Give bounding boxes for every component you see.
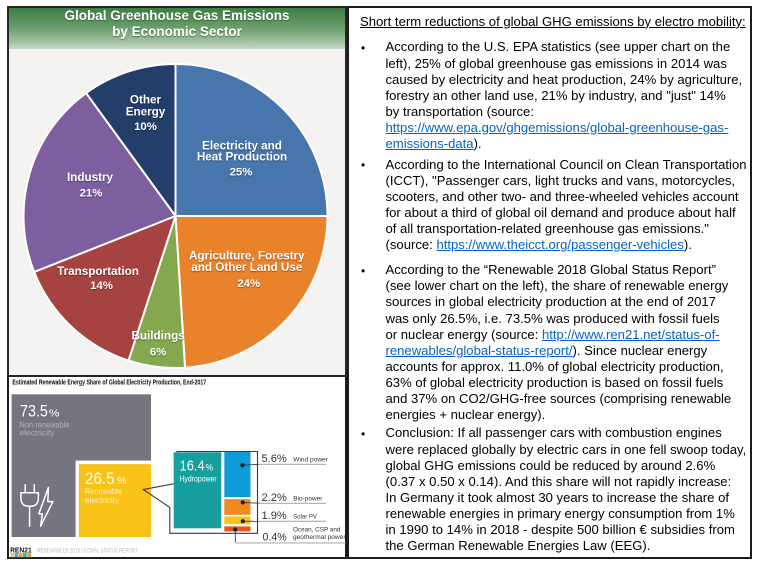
svg-text:electricity: electricity [20,428,55,437]
svg-text:electricity: electricity [85,496,119,505]
svg-text:REN21: REN21 [10,545,32,554]
svg-text:Heat Production: Heat Production [197,151,287,164]
svg-text:25%: 25% [230,166,253,178]
svg-text:5.6%: 5.6% [262,453,287,465]
svg-text:6%: 6% [150,346,166,358]
svg-text:geothermal power: geothermal power [293,534,346,541]
svg-text:Buildings: Buildings [131,330,185,343]
svg-text:24%: 24% [237,278,260,290]
svg-text:26.5: 26.5 [85,470,115,488]
svg-text:1.9%: 1.9% [262,510,287,522]
svg-text:Transportation: Transportation [57,265,139,278]
svg-text:Estimated Renewable Energy Sha: Estimated Renewable Energy Share of Glob… [12,378,206,387]
svg-text:10%: 10% [134,121,157,133]
svg-text:16.4: 16.4 [180,459,205,475]
svg-text:Renewable: Renewable [85,487,122,496]
svg-text:0.4%: 0.4% [263,532,287,544]
svg-text:Non-renewable: Non-renewable [20,421,70,430]
svg-text:Energy: Energy [126,106,166,119]
svg-text:Bio-power: Bio-power [293,496,323,503]
svg-text:Electricity and: Electricity and [202,140,282,153]
svg-text:Solar PV: Solar PV [293,514,317,521]
svg-text:%: % [49,408,60,420]
svg-text:14%: 14% [90,280,113,292]
svg-text:RENEWABLES 2018 GLOBAL STATUS: RENEWABLES 2018 GLOBAL STATUS REPORT [37,548,138,555]
svg-text:Agriculture, Forestry: Agriculture, Forestry [189,249,305,262]
svg-text:73.5: 73.5 [20,402,48,421]
svg-text:Wind power: Wind power [293,457,328,464]
svg-text:2.2%: 2.2% [262,492,287,504]
svg-text:Other: Other [130,94,162,107]
svg-text:Ocean, CSP and: Ocean, CSP and [293,526,341,533]
svg-text:%: % [117,475,126,487]
svg-text:Industry: Industry [67,171,114,184]
svg-text:and Other Land Use: and Other Land Use [191,261,303,274]
svg-text:%: % [206,463,214,474]
svg-text:Hydropower: Hydropower [179,475,217,484]
svg-text:21%: 21% [80,187,103,199]
